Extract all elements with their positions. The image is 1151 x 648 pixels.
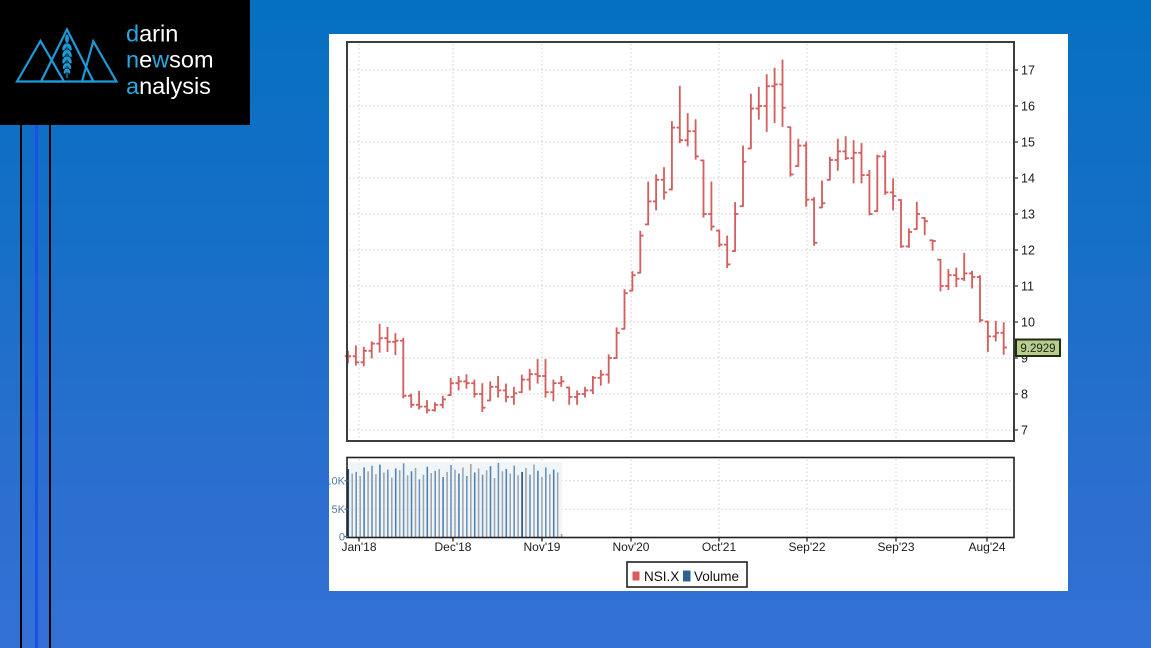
- svg-text:8: 8: [1021, 388, 1028, 402]
- svg-text:Oct'21: Oct'21: [702, 540, 737, 554]
- svg-text:Sep'22: Sep'22: [789, 540, 826, 554]
- svg-text:11: 11: [1021, 280, 1034, 294]
- svg-text:10K: 10K: [325, 476, 345, 488]
- svg-text:Aug'24: Aug'24: [969, 540, 1006, 554]
- svg-text:9: 9: [1021, 352, 1028, 366]
- svg-text:5K: 5K: [332, 504, 346, 516]
- svg-text:Nov'20: Nov'20: [613, 540, 650, 554]
- svg-text:analysis: analysis: [126, 73, 211, 99]
- svg-text:Volume: Volume: [694, 569, 739, 584]
- svg-text:0: 0: [339, 532, 345, 544]
- svg-text:Dec'18: Dec'18: [435, 540, 472, 554]
- svg-text:newsom: newsom: [126, 47, 214, 73]
- svg-text:9.2929: 9.2929: [1020, 343, 1055, 355]
- svg-text:17: 17: [1021, 64, 1035, 78]
- svg-text:14: 14: [1021, 172, 1035, 186]
- svg-text:13: 13: [1021, 208, 1035, 222]
- svg-text:16: 16: [1021, 100, 1035, 114]
- svg-text:7: 7: [1021, 424, 1028, 438]
- svg-text:darin: darin: [126, 21, 178, 47]
- svg-text:Nov'19: Nov'19: [524, 540, 561, 554]
- svg-text:12: 12: [1021, 244, 1035, 258]
- svg-text:10: 10: [1021, 316, 1035, 330]
- svg-text:Jan'18: Jan'18: [342, 540, 377, 554]
- svg-text:15: 15: [1021, 136, 1035, 150]
- svg-text:Sep'23: Sep'23: [878, 540, 915, 554]
- svg-text:NSI.X: NSI.X: [644, 569, 679, 584]
